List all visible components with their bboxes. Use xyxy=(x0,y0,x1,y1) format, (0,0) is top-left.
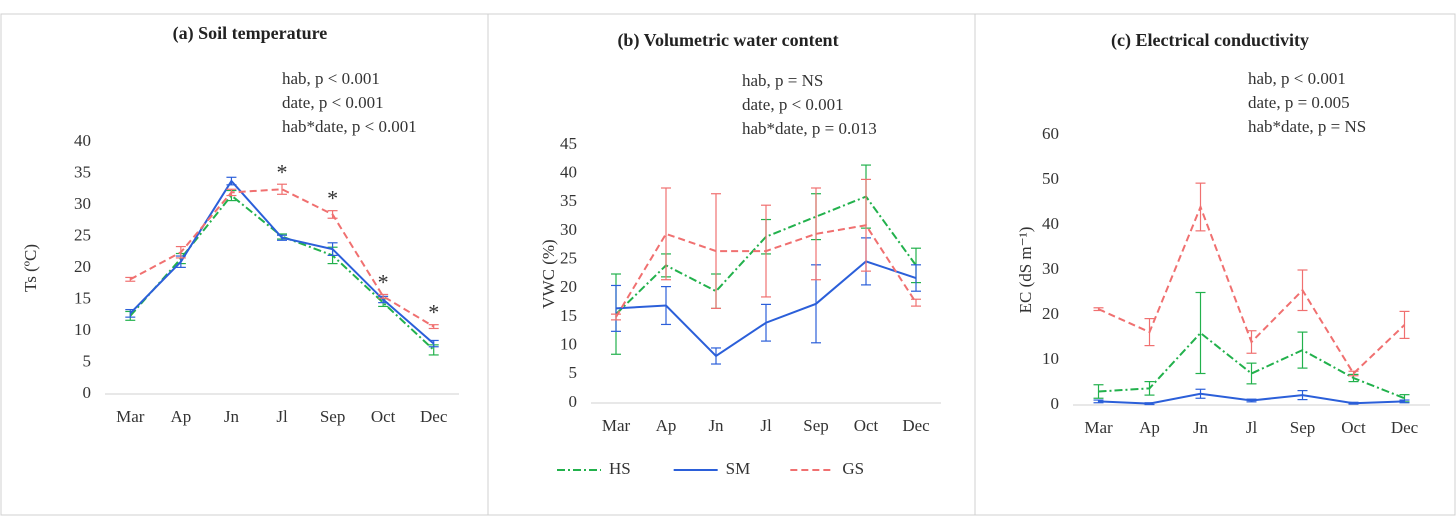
annotation: hab, p < 0.001 xyxy=(282,69,380,88)
y-tick-label: 30 xyxy=(74,194,91,213)
significance-marker: * xyxy=(428,300,439,325)
y-tick-label: 25 xyxy=(560,249,577,268)
x-tick-label: Sep xyxy=(803,416,829,435)
y-tick-label: 60 xyxy=(1042,124,1059,143)
y-axis-label: Ts (ºC) xyxy=(21,244,40,292)
annotation: date, p < 0.001 xyxy=(282,93,384,112)
y-tick-label: 25 xyxy=(74,225,91,244)
y-tick-label: 15 xyxy=(560,306,577,325)
y-tick-label: 50 xyxy=(1042,169,1059,188)
significance-marker: * xyxy=(277,159,288,184)
x-tick-label: Jl xyxy=(1246,418,1258,437)
y-tick-label: 40 xyxy=(1042,214,1059,233)
y-axis-label: EC (dS m⁻¹) xyxy=(1016,227,1035,314)
significance-marker: * xyxy=(327,186,338,211)
x-tick-label: Ap xyxy=(656,416,677,435)
legend-label: HS xyxy=(609,459,631,478)
series-line xyxy=(1098,392,1405,405)
series-line xyxy=(615,224,917,318)
legend-label: SM xyxy=(726,459,751,478)
y-tick-label: 0 xyxy=(569,392,578,411)
y-tick-label: 0 xyxy=(1051,394,1060,413)
annotation: hab*date, p = 0.013 xyxy=(742,119,877,138)
x-tick-label: Dec xyxy=(420,407,448,426)
annotation: hab, p < 0.001 xyxy=(1248,69,1346,88)
x-tick-label: Mar xyxy=(116,407,145,426)
significance-marker: * xyxy=(378,270,389,295)
x-tick-label: Jl xyxy=(276,407,288,426)
y-tick-label: 5 xyxy=(569,363,578,382)
x-tick-label: Dec xyxy=(1391,418,1419,437)
y-tick-label: 35 xyxy=(560,191,577,210)
y-tick-label: 30 xyxy=(560,220,577,239)
x-tick-label: Oct xyxy=(371,407,396,426)
chart-title: (a) Soil temperature xyxy=(173,23,328,44)
annotation: date, p = 0.005 xyxy=(1248,93,1350,112)
series-line xyxy=(1098,204,1406,376)
x-tick-label: Jn xyxy=(708,416,724,435)
y-axis-label: VWC (%) xyxy=(539,239,558,308)
x-tick-label: Jn xyxy=(224,407,240,426)
y-tick-label: 20 xyxy=(1042,304,1059,323)
y-tick-label: 35 xyxy=(74,162,91,181)
x-tick-label: Mar xyxy=(602,416,631,435)
y-tick-label: 5 xyxy=(83,351,92,370)
y-tick-label: 15 xyxy=(74,288,91,307)
y-tick-label: 0 xyxy=(83,383,92,402)
legend-label: GS xyxy=(842,459,864,478)
x-tick-label: Jl xyxy=(760,416,772,435)
chart-title: (b) Volumetric water content xyxy=(617,30,838,51)
frame xyxy=(0,13,1456,516)
annotation: date, p < 0.001 xyxy=(742,95,844,114)
y-tick-label: 10 xyxy=(74,320,91,339)
x-tick-label: Dec xyxy=(902,416,930,435)
annotation: hab*date, p = NS xyxy=(1248,117,1366,136)
series-line xyxy=(129,188,435,328)
y-tick-label: 45 xyxy=(560,134,577,153)
chart-title: (c) Electrical conductivity xyxy=(1111,30,1309,51)
y-tick-label: 40 xyxy=(74,131,91,150)
x-tick-label: Oct xyxy=(1341,418,1366,437)
x-tick-label: Sep xyxy=(320,407,346,426)
x-tick-label: Ap xyxy=(1139,418,1160,437)
annotation: hab*date, p < 0.001 xyxy=(282,117,417,136)
y-tick-label: 20 xyxy=(560,277,577,296)
y-tick-label: 30 xyxy=(1042,259,1059,278)
series-line xyxy=(1098,331,1405,400)
y-tick-label: 40 xyxy=(560,163,577,182)
x-tick-label: Jn xyxy=(1193,418,1209,437)
series-line xyxy=(129,179,435,345)
x-tick-label: Sep xyxy=(1290,418,1316,437)
x-tick-label: Oct xyxy=(854,416,879,435)
y-tick-label: 10 xyxy=(1042,349,1059,368)
x-tick-label: Ap xyxy=(170,407,191,426)
x-tick-label: Mar xyxy=(1084,418,1113,437)
annotation: hab, p = NS xyxy=(742,71,823,90)
y-tick-label: 10 xyxy=(560,335,577,354)
y-tick-label: 20 xyxy=(74,257,91,276)
